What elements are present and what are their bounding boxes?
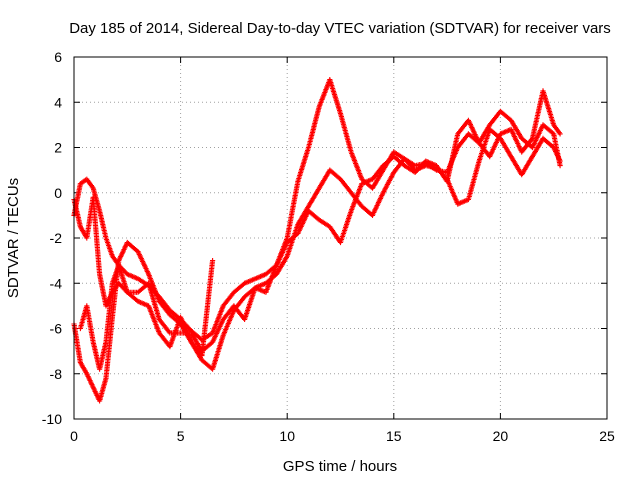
y-tick-label: -8	[50, 366, 63, 382]
x-tick-label: 20	[493, 428, 509, 444]
y-tick-label: 0	[54, 185, 62, 201]
series-trace-b	[71, 126, 563, 404]
y-tick-label: -10	[42, 411, 62, 427]
chart-title: Day 185 of 2014, Sidereal Day-to-day VTE…	[69, 20, 611, 37]
plot-frame	[73, 56, 608, 420]
y-axis-label: SDTVAR / TECUs	[5, 178, 22, 298]
tick-labels: 0 5 10 15 20 25 -10 -8 -6 -4 -2 0 2 4 6	[42, 49, 615, 444]
series-markers	[71, 126, 563, 404]
y-tick-label: -6	[50, 321, 63, 337]
x-tick-label: 25	[599, 428, 615, 444]
x-axis-label: GPS time / hours	[283, 458, 397, 475]
x-tick-label: 5	[177, 428, 185, 444]
y-tick-label: -4	[50, 275, 63, 291]
x-tick-label: 15	[386, 428, 402, 444]
x-tick-label: 0	[70, 428, 78, 444]
y-tick-label: 2	[54, 140, 62, 156]
y-tick-label: 6	[54, 49, 62, 65]
series-markers	[77, 258, 216, 372]
x-tick-label: 10	[279, 428, 295, 444]
y-tick-label: 4	[54, 94, 62, 110]
data-series	[71, 77, 563, 404]
series-trace-d	[77, 258, 216, 372]
y-tick-label: -2	[50, 230, 63, 246]
